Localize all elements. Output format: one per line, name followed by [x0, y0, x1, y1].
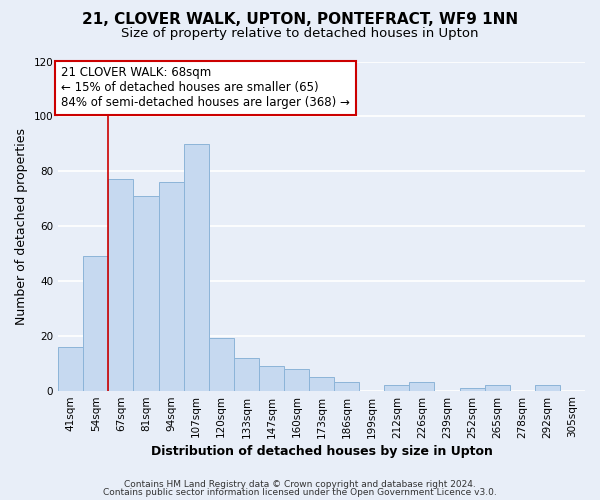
- Bar: [58, 346, 83, 391]
- Bar: [109, 180, 133, 390]
- Bar: [385, 385, 409, 390]
- Bar: [535, 385, 560, 390]
- Bar: [209, 338, 234, 390]
- Bar: [409, 382, 434, 390]
- Bar: [158, 182, 184, 390]
- Bar: [284, 368, 309, 390]
- Bar: [334, 382, 359, 390]
- Bar: [485, 385, 510, 390]
- X-axis label: Distribution of detached houses by size in Upton: Distribution of detached houses by size …: [151, 444, 493, 458]
- Bar: [234, 358, 259, 390]
- Bar: [309, 377, 334, 390]
- Bar: [259, 366, 284, 390]
- Text: Contains HM Land Registry data © Crown copyright and database right 2024.: Contains HM Land Registry data © Crown c…: [124, 480, 476, 489]
- Bar: [83, 256, 109, 390]
- Bar: [184, 144, 209, 390]
- Text: 21 CLOVER WALK: 68sqm
← 15% of detached houses are smaller (65)
84% of semi-deta: 21 CLOVER WALK: 68sqm ← 15% of detached …: [61, 66, 350, 110]
- Y-axis label: Number of detached properties: Number of detached properties: [15, 128, 28, 324]
- Text: 21, CLOVER WALK, UPTON, PONTEFRACT, WF9 1NN: 21, CLOVER WALK, UPTON, PONTEFRACT, WF9 …: [82, 12, 518, 28]
- Bar: [460, 388, 485, 390]
- Text: Size of property relative to detached houses in Upton: Size of property relative to detached ho…: [121, 28, 479, 40]
- Text: Contains public sector information licensed under the Open Government Licence v3: Contains public sector information licen…: [103, 488, 497, 497]
- Bar: [133, 196, 158, 390]
